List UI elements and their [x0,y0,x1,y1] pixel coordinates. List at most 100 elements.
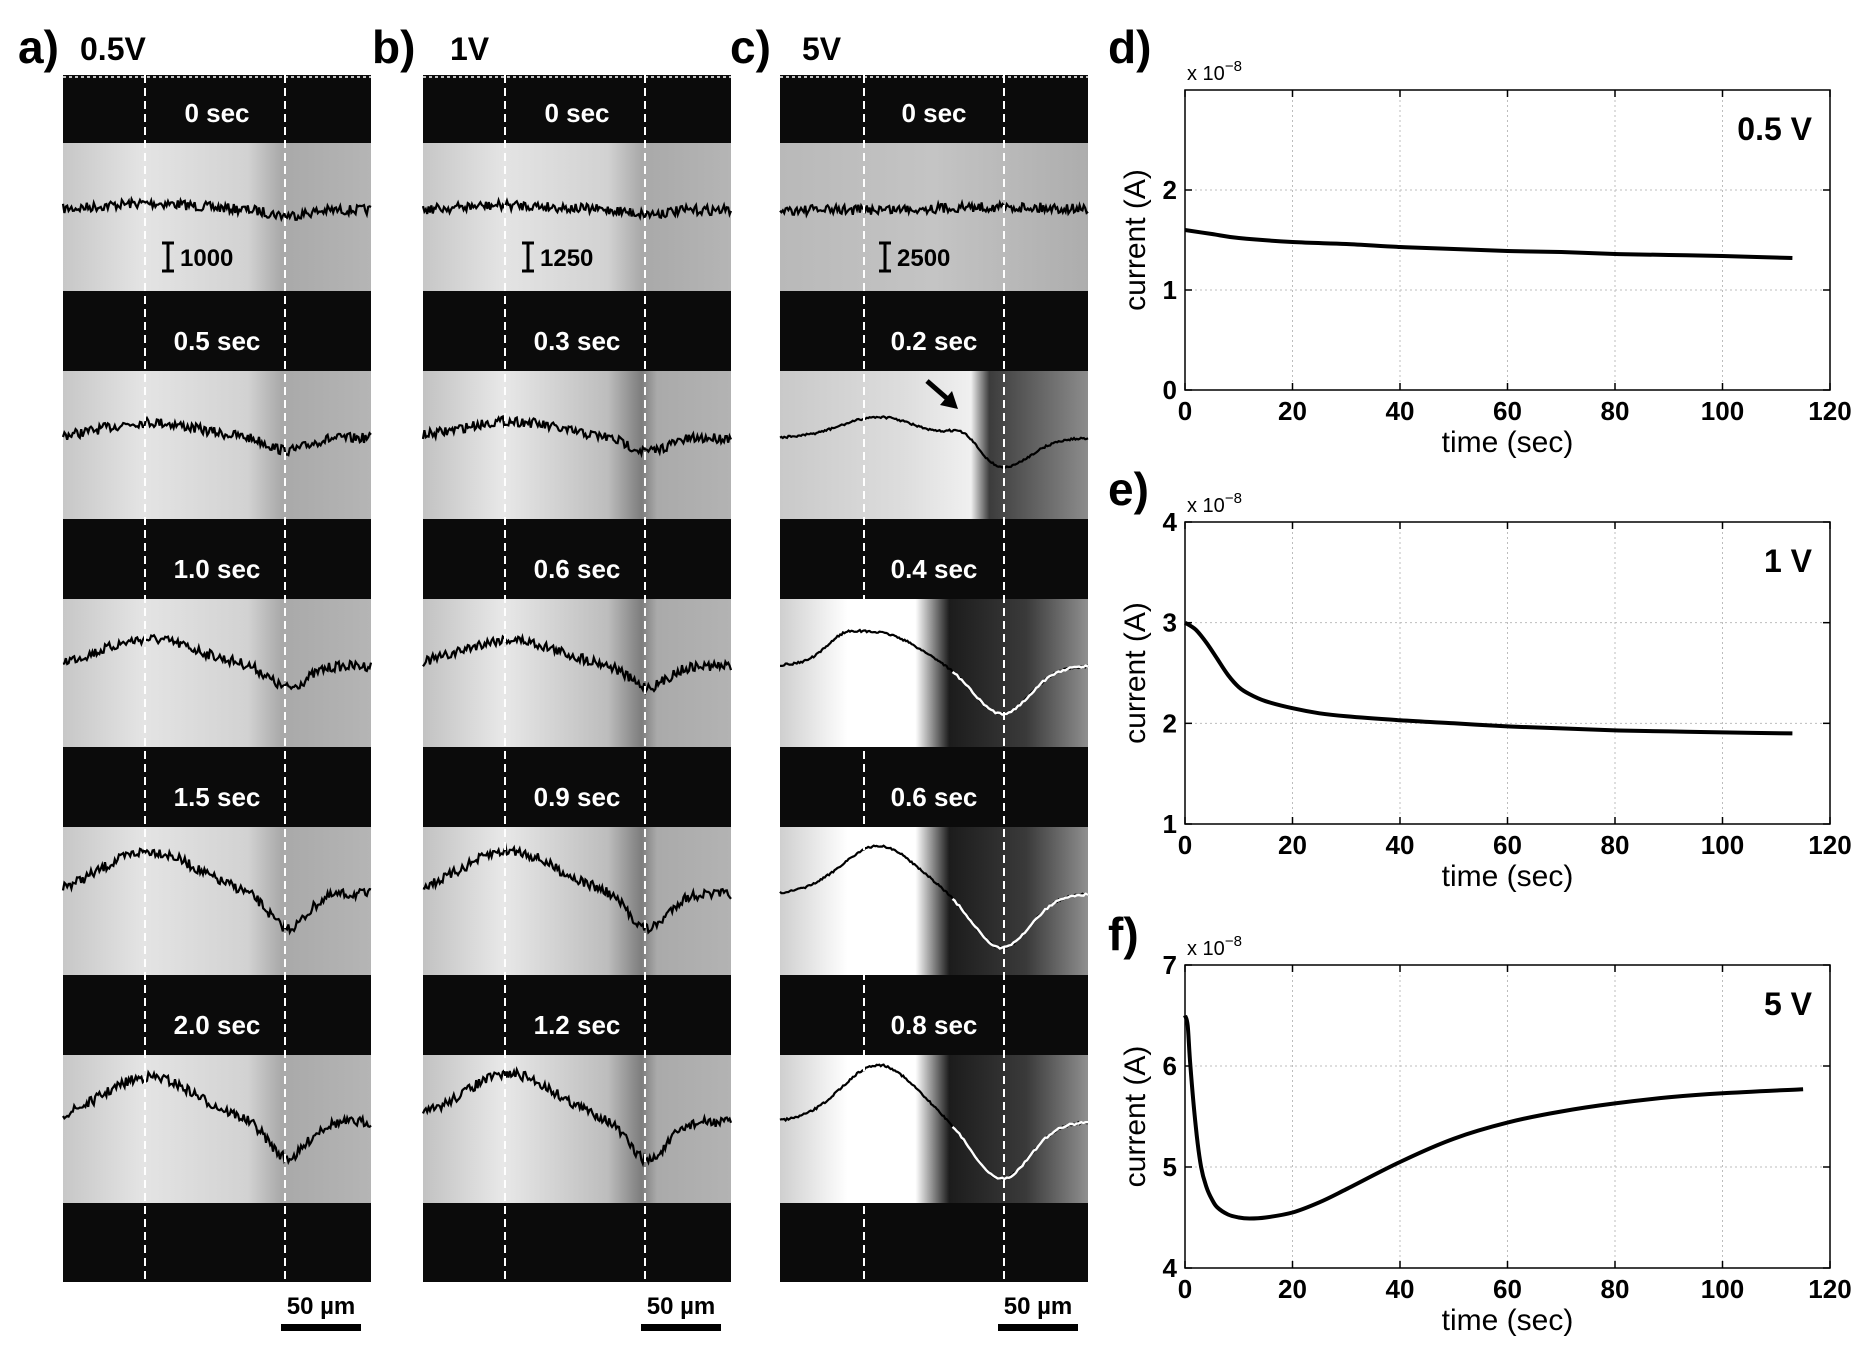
scale-bar [998,1324,1078,1331]
y-axis-title: current (A) [1119,1046,1152,1188]
intensity-profile [421,196,733,221]
time-label: 0 sec [901,98,966,128]
image-frame: 0.3 sec [421,326,733,519]
x-tick-label: 120 [1808,1274,1851,1304]
x-tick-label: 100 [1701,396,1744,426]
exponent-base: x 10 [1187,495,1225,517]
axis-exponent: x 10−8 [1187,490,1242,517]
series-line [1183,1014,1804,1221]
y-tick-label: 1 [1163,809,1177,839]
scale-bar [281,1324,361,1331]
bright-channel [780,827,1088,975]
image-panel-c: c) 5V 0 sec 2500 0.2 sec 0.4 sec 0.6 sec 0.8 se… [730,21,1089,1331]
x-tick-label: 0 [1178,1274,1192,1304]
image-frame: 0.6 sec [422,554,733,747]
y-axis-title: current (A) [1119,602,1152,744]
current-plot-d: d) 0 20 40 60 80 100 120 0 1 2 x 10−8 time (sec) curr… [1108,21,1852,459]
time-label: 0.5 sec [174,326,261,356]
time-label: 0 sec [184,98,249,128]
image-frame: 0.6 sec [779,782,1089,975]
bright-channel [423,143,731,291]
image-frame: 0 sec 1250 [421,98,733,291]
axis-exponent: x 10−8 [1187,933,1242,960]
intensity-scale-label: 1250 [540,245,593,272]
plot-panel-letter: d) [1108,21,1151,73]
exponent-base: x 10 [1187,63,1225,85]
bright-channel [780,143,1088,291]
time-label: 0.6 sec [534,554,621,584]
x-tick-label: 40 [1386,396,1415,426]
image-panel-a: a) 0.5V 0 sec 1000 0.5 sec 1.0 sec 1.5 sec 2.0 … [18,21,373,1331]
bright-channel [780,1055,1088,1203]
intensity-profile [61,195,372,223]
x-tick-label: 20 [1278,1274,1307,1304]
image-frame: 1.2 sec [421,1010,733,1203]
bright-channel [63,143,371,291]
y-tick-label: 0 [1163,375,1177,405]
intensity-profile-highlight [951,892,1089,950]
time-label: 0.6 sec [891,782,978,812]
plot-panel-letter: e) [1108,463,1149,515]
x-tick-label: 60 [1493,396,1522,426]
time-label: 0.8 sec [891,1010,978,1040]
image-frame: 1.0 sec [62,554,373,747]
y-tick-label: 5 [1163,1152,1177,1182]
image-frame: 0 sec 2500 [779,98,1089,291]
x-tick-label: 100 [1701,1274,1744,1304]
x-tick-label: 20 [1278,396,1307,426]
x-tick-label: 120 [1808,830,1851,860]
intensity-profile-highlight [951,1120,1088,1181]
x-tick-label: 60 [1493,1274,1522,1304]
time-label: 1.5 sec [174,782,261,812]
y-tick-label: 4 [1163,507,1178,537]
x-tick-label: 40 [1386,1274,1415,1304]
current-plot-e: e) 0 20 40 60 80 100 120 1 2 3 4 x 10−8 time (sec) cur… [1108,463,1852,893]
time-label: 2.0 sec [174,1010,261,1040]
intensity-profile [61,847,372,936]
x-tick-label: 80 [1601,1274,1630,1304]
x-tick-label: 80 [1601,830,1630,860]
axis-exponent: x 10−8 [1187,58,1242,85]
exponent-power: −8 [1225,933,1242,950]
time-label: 1.0 sec [174,554,261,584]
x-tick-label: 0 [1178,830,1192,860]
arrow-head-icon [940,391,958,409]
y-tick-label: 4 [1163,1253,1178,1283]
x-axis-title: time (sec) [1442,426,1574,459]
image-frame: 0.8 sec [779,1010,1088,1203]
x-tick-label: 20 [1278,830,1307,860]
intensity-profile [779,415,1089,469]
x-tick-label: 40 [1386,830,1415,860]
voltage-annotation: 1 V [1764,543,1813,579]
panel-letter: c) [730,21,771,73]
time-label: 0.2 sec [891,326,978,356]
bright-channel [63,371,371,519]
image-frame: 1.5 sec [61,782,372,975]
intensity-profile [62,1069,372,1166]
bright-channel [423,371,731,519]
exponent-base: x 10 [1187,938,1225,960]
exponent-power: −8 [1225,490,1242,507]
image-frame: 2.0 sec [62,1010,372,1203]
image-frame: 0.2 sec [779,326,1089,519]
time-label: 1.2 sec [534,1010,621,1040]
x-tick-label: 120 [1808,396,1851,426]
exponent-power: −8 [1225,58,1242,75]
y-tick-label: 2 [1163,175,1177,205]
image-frame: 0.9 sec [422,782,732,975]
image-frame: 0 sec 1000 [61,98,372,291]
x-tick-label: 60 [1493,830,1522,860]
voltage-annotation: 0.5 V [1737,111,1812,147]
time-label: 0.3 sec [534,326,621,356]
y-axis-title: current (A) [1119,169,1152,311]
bright-channel [63,599,371,747]
intensity-scale-label: 1000 [180,245,233,272]
x-axis-title: time (sec) [1442,860,1574,893]
intensity-scale-label: 2500 [897,245,950,272]
panel-voltage: 5V [802,31,842,67]
time-label: 0.9 sec [534,782,621,812]
bright-channel [423,827,731,975]
x-tick-label: 100 [1701,830,1744,860]
